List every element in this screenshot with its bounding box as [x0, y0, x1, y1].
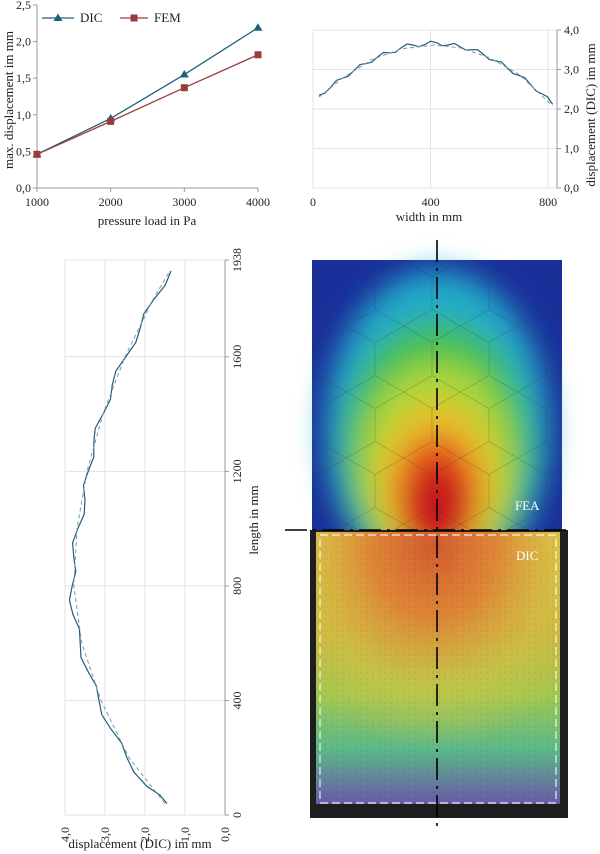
legend-fem-marker — [130, 14, 138, 22]
chart1-y-tick-label: 2,5 — [16, 0, 31, 12]
chart1-x-ticks: 1000 2000 3000 4000 — [25, 188, 270, 209]
chart2-x-ticks: 0 400 800 — [310, 195, 557, 209]
data-point-dic — [179, 70, 189, 78]
pressure-displacement-chart: 1000 2000 3000 4000 0,0 0,5 1,0 1,5 2,0 2,5 DIC … — [1, 0, 270, 228]
chart2-y-tick-label: 2,0 — [564, 102, 579, 116]
chart2-x-tick-label: 0 — [310, 195, 316, 209]
chart3-series-dashed — [73, 270, 171, 804]
chart3-x-label: displacement (DIC) im mm — [68, 836, 211, 851]
chart3-gridlines — [64, 259, 226, 816]
chart1-y-tick-label: 1,5 — [16, 71, 31, 85]
legend-dic-marker — [53, 13, 63, 21]
fea-dic-contour-image: FEA DIC — [285, 240, 570, 832]
chart3-x-tick-label: 2,0 — [138, 827, 152, 842]
chart3-x-tick-label: 4,0 — [58, 827, 72, 842]
chart3-x-tick-label: 0,0 — [218, 827, 232, 842]
length-profile-chart: 4,0 3,0 2,0 1,0 0,0 0 400 800 1200 1600 1938 disp… — [58, 248, 261, 851]
chart2-series-dashed — [318, 44, 553, 107]
dic-label: DIC — [516, 548, 538, 563]
chart3-series-solid — [68, 270, 172, 804]
chart2-x-tick-label: 800 — [539, 195, 557, 209]
chart3-x-ticks: 4,0 3,0 2,0 1,0 0,0 — [58, 827, 232, 842]
chart2-y-tick-label: 0,0 — [564, 181, 579, 195]
chart2-gridlines — [312, 29, 557, 189]
chart3-y-tick-label: 1600 — [230, 345, 244, 369]
series-line-fem — [36, 54, 259, 155]
chart3-x-tick-label: 3,0 — [98, 827, 112, 842]
chart3-series — [68, 270, 172, 804]
chart1-legend: DIC FEM — [42, 10, 181, 25]
chart1-x-label: pressure load in Pa — [98, 213, 197, 228]
chart2-y-tick-label: 3,0 — [564, 63, 579, 77]
chart3-y-tick-label: 0 — [230, 812, 244, 818]
fea-label: FEA — [515, 498, 540, 513]
chart2-x-tick-label: 400 — [422, 195, 440, 209]
chart1-series — [32, 23, 263, 158]
chart3-y-tick-label: 1200 — [230, 459, 244, 483]
data-point-fem — [254, 51, 262, 59]
chart2-y-tick-label: 4,0 — [564, 23, 579, 37]
chart2-y-label: displacement (DIC) im mm — [583, 43, 598, 186]
chart2-y-tick-label: 1,0 — [564, 142, 579, 156]
data-point-dic — [253, 23, 263, 31]
dic-field — [310, 530, 568, 818]
chart1-y-ticks: 0,0 0,5 1,0 1,5 2,0 2,5 — [16, 0, 37, 195]
chart3-y-label: length in mm — [246, 485, 261, 554]
chart1-x-tick-label: 1000 — [25, 195, 49, 209]
chart3-y-ticks: 0 400 800 1200 1600 1938 — [225, 248, 244, 818]
chart1-x-tick-label: 4000 — [246, 195, 270, 209]
chart3-y-tick-label: 1938 — [230, 248, 244, 272]
data-point-fem — [33, 150, 41, 158]
chart3-x-tick-label: 1,0 — [178, 827, 192, 842]
width-profile-chart: 0 400 800 0,0 1,0 2,0 3,0 4,0 width in mm disp… — [310, 23, 598, 224]
fea-field — [312, 260, 562, 590]
chart2-x-label: width in mm — [396, 209, 462, 224]
chart3-y-tick-label: 400 — [230, 691, 244, 709]
chart2-y-ticks: 0,0 1,0 2,0 3,0 4,0 — [557, 23, 579, 195]
chart2-series — [318, 40, 554, 107]
chart1-y-label: max. displacement im mm — [1, 31, 16, 169]
chart1-y-tick-label: 1,0 — [16, 108, 31, 122]
chart2-series-solid — [318, 40, 554, 105]
chart3-y-tick-label: 800 — [230, 577, 244, 595]
chart1-y-tick-label: 0,0 — [16, 181, 31, 195]
chart1-y-tick-label: 0,5 — [16, 144, 31, 158]
chart1-y-tick-label: 2,0 — [16, 35, 31, 49]
series-line-dic — [36, 27, 259, 155]
data-point-fem — [107, 117, 115, 125]
legend-dic-label: DIC — [80, 10, 102, 25]
chart1-x-tick-label: 2000 — [99, 195, 123, 209]
chart1-x-tick-label: 3000 — [172, 195, 196, 209]
legend-fem-label: FEM — [154, 10, 181, 25]
data-point-fem — [180, 84, 188, 92]
